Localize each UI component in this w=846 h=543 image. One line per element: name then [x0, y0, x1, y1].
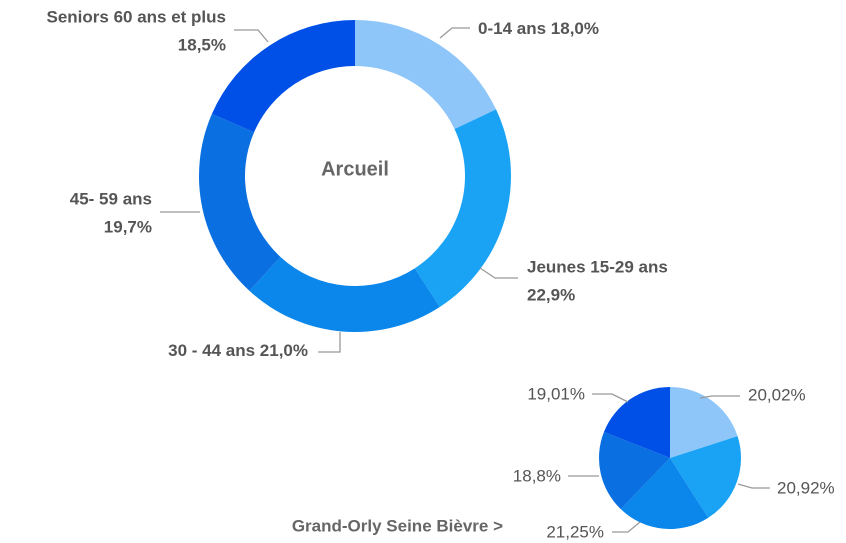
pie-slice — [670, 436, 741, 518]
pie-slice — [670, 387, 738, 458]
pie-slice — [598, 431, 670, 510]
category-label: 45- 59 ans — [70, 189, 152, 208]
slice-label: 30 - 44 ans 21,0% — [168, 341, 308, 360]
donut-center-label: Arcueil — [321, 158, 389, 180]
leader-line — [699, 395, 740, 399]
slice-label: 0-14 ans 18,0% — [478, 19, 599, 38]
donut-slice — [249, 256, 440, 332]
donut-slice — [198, 113, 281, 291]
value-label: 18,5% — [178, 35, 226, 54]
category-label: 30 - 44 ans — [168, 341, 255, 360]
value-label: 19,7% — [104, 217, 152, 236]
leader-line — [439, 27, 470, 39]
pie-slice — [620, 458, 709, 529]
pie-title-link[interactable]: Grand-Orly Seine Bièvre > — [292, 516, 503, 535]
category-label: 0-14 ans — [478, 19, 546, 38]
value-label: 18,0% — [551, 19, 599, 38]
leader-line — [592, 393, 629, 403]
value-label: 20,92% — [777, 478, 835, 497]
donut-slice — [355, 20, 497, 130]
donut-slice — [211, 19, 355, 133]
value-label: 21,25% — [546, 522, 604, 541]
value-label: 20,02% — [748, 385, 806, 404]
leader-line — [737, 483, 770, 489]
value-label: 19,01% — [527, 384, 585, 403]
leader-line — [612, 521, 641, 533]
leader-line — [234, 29, 269, 43]
leader-line — [479, 267, 518, 279]
value-label: 21,0% — [260, 341, 308, 360]
category-label: Seniors 60 ans et plus — [46, 7, 226, 26]
value-label: 22,9% — [527, 285, 575, 304]
leader-line — [318, 332, 341, 353]
pie-slice — [603, 387, 670, 458]
category-label: Jeunes 15-29 ans — [527, 257, 668, 276]
value-label: 18,8% — [513, 466, 561, 485]
donut-slice — [414, 109, 511, 307]
